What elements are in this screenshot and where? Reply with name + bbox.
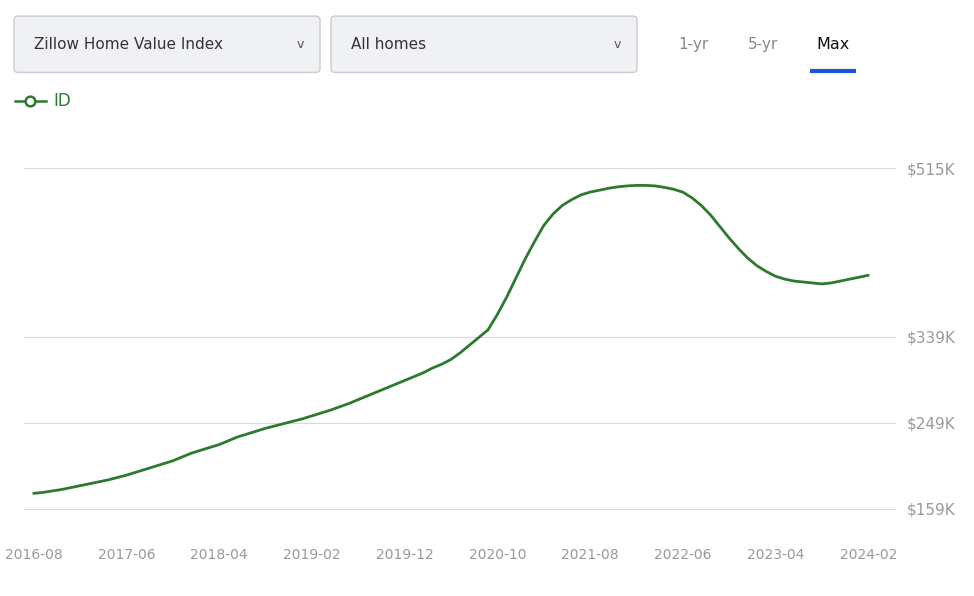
Text: v: v — [614, 38, 620, 51]
Text: 5-yr: 5-yr — [748, 37, 778, 52]
Text: v: v — [296, 38, 304, 51]
FancyBboxPatch shape — [14, 16, 320, 73]
Text: ID: ID — [54, 92, 71, 110]
FancyBboxPatch shape — [331, 16, 637, 73]
Text: All homes: All homes — [351, 37, 427, 52]
Text: Zillow Home Value Index: Zillow Home Value Index — [34, 37, 223, 52]
Text: 1-yr: 1-yr — [678, 37, 708, 52]
Text: Max: Max — [816, 37, 849, 52]
